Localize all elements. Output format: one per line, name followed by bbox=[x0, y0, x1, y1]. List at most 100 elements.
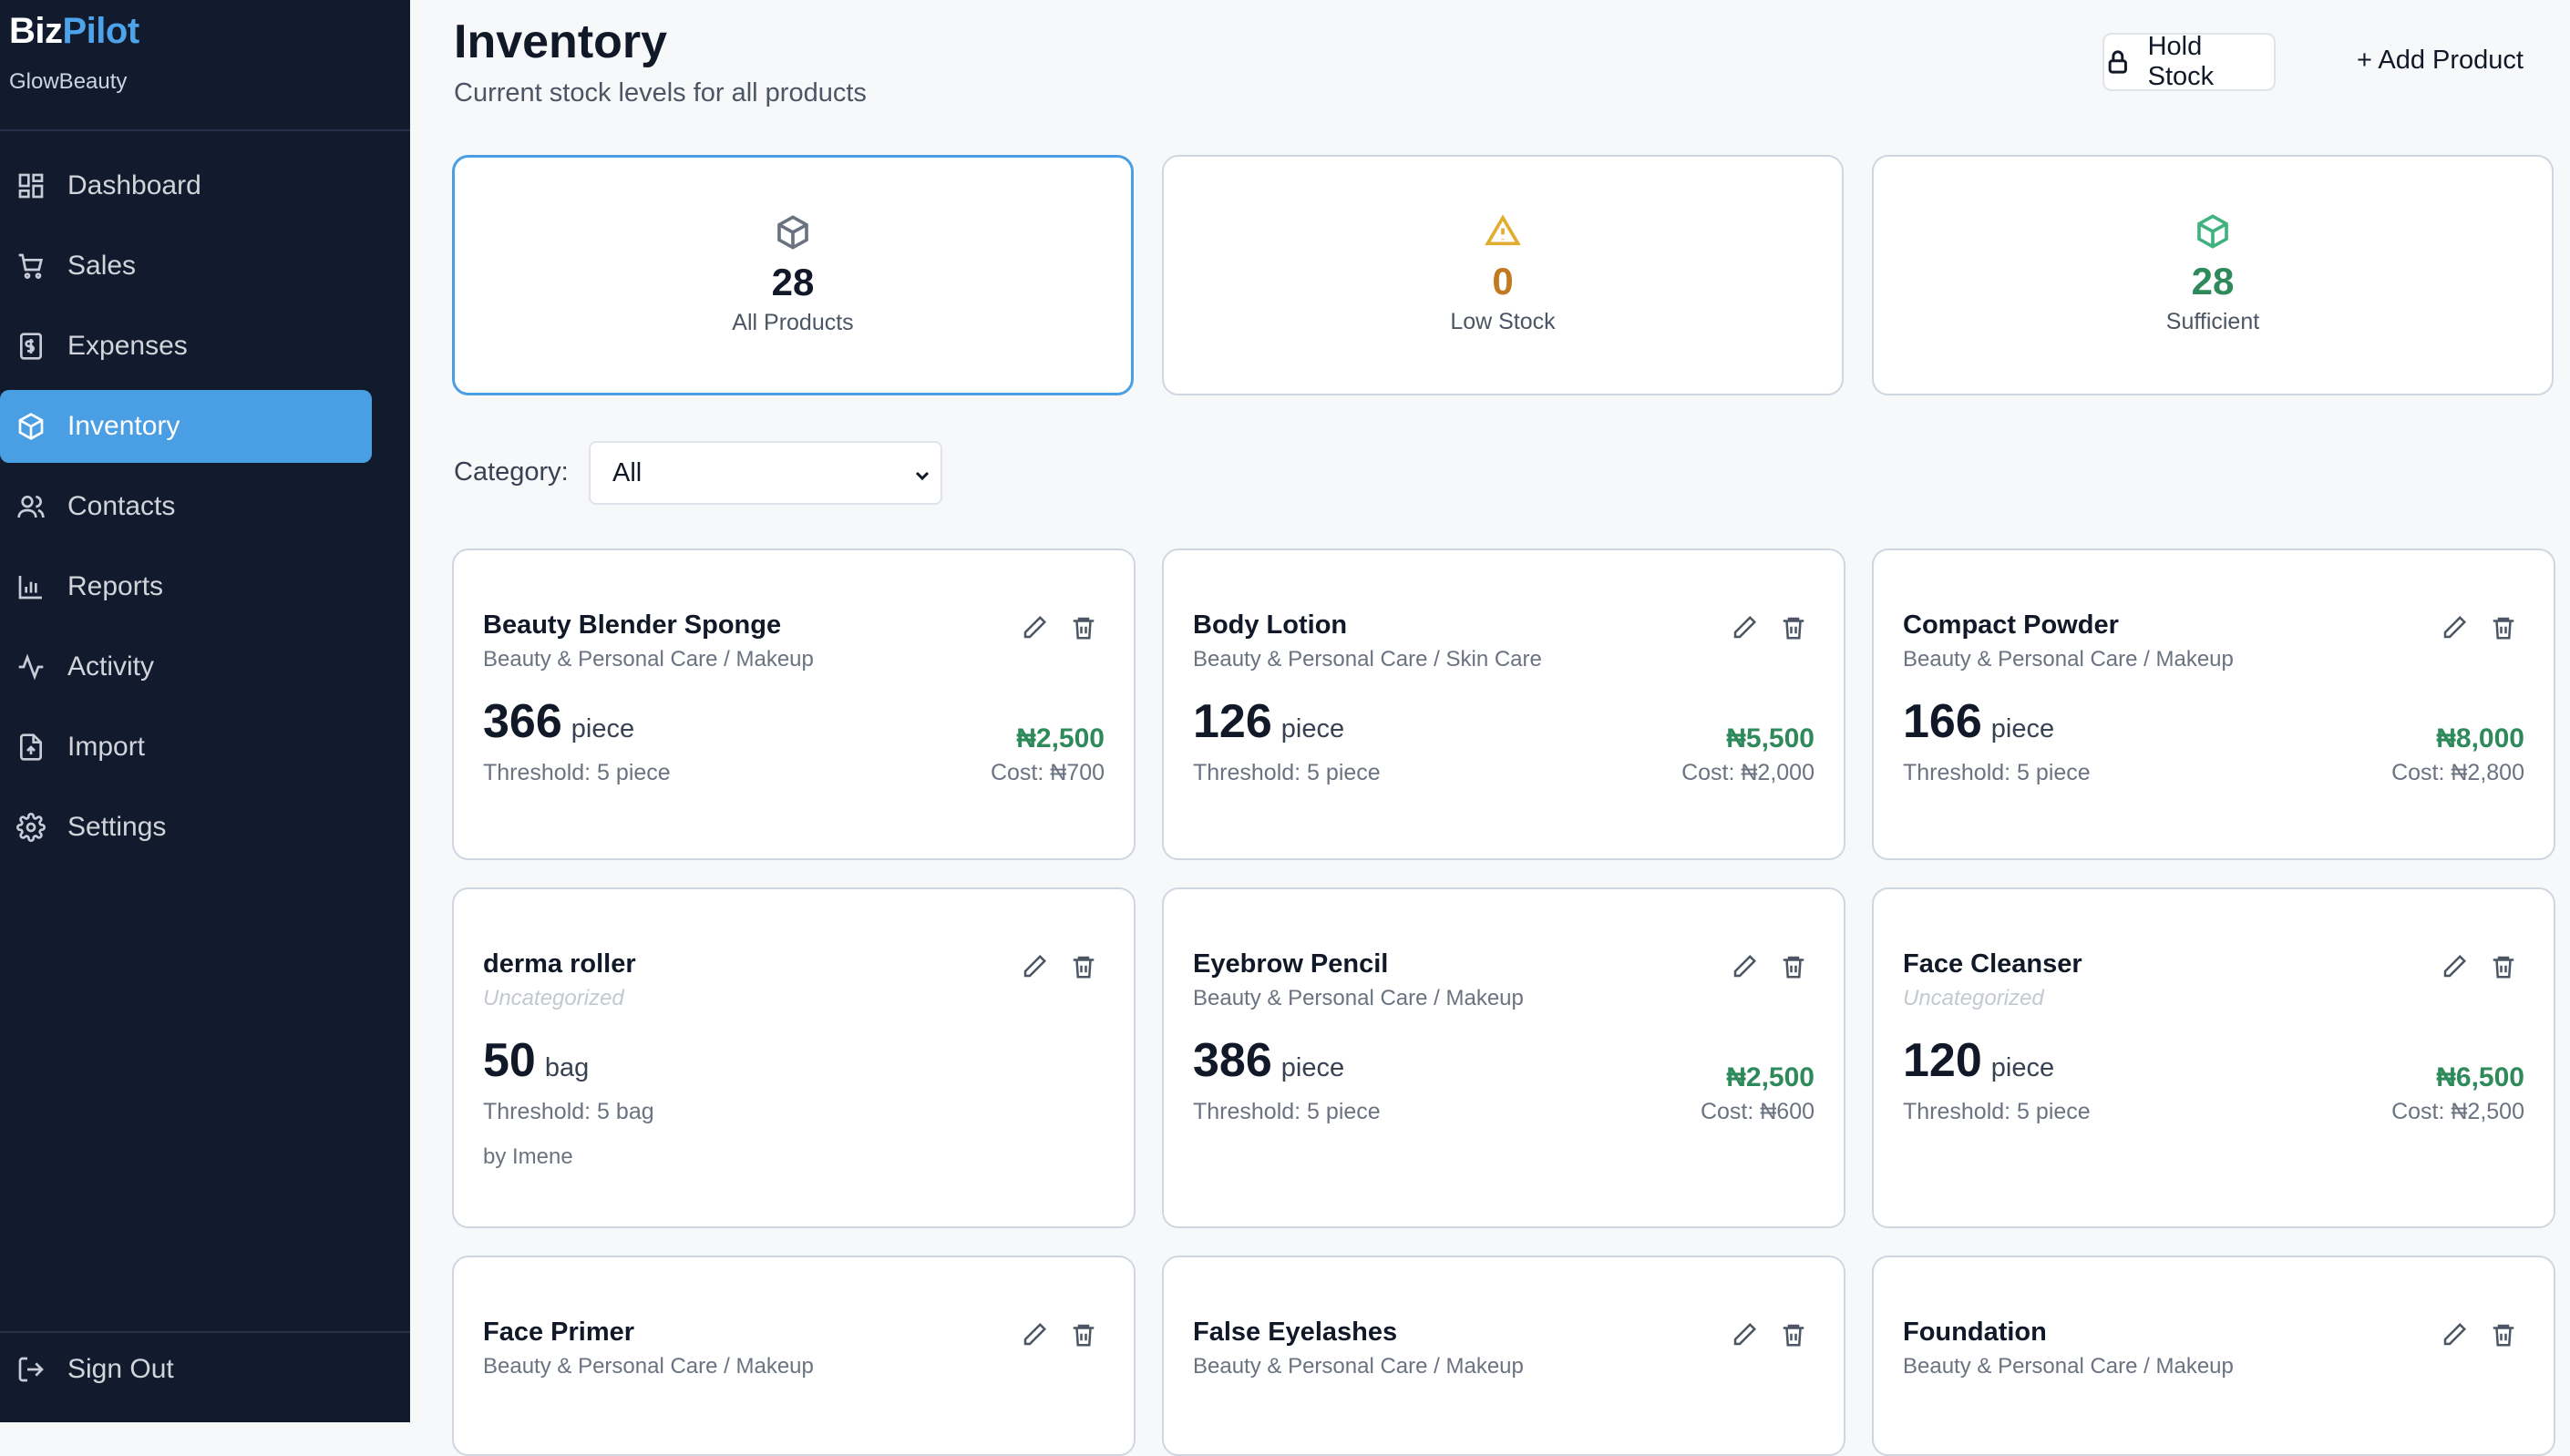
file-import-icon bbox=[20, 733, 42, 761]
edit-icon[interactable] bbox=[1731, 1321, 1758, 1348]
edit-icon[interactable] bbox=[2441, 1321, 2468, 1348]
product-threshold: Threshold: 5 piece bbox=[1193, 760, 1381, 785]
product-category: Beauty & Personal Care / Makeup bbox=[1193, 1354, 1524, 1379]
edit-icon[interactable] bbox=[1731, 614, 1758, 641]
product-name: Compact Powder bbox=[1903, 610, 2119, 640]
trash-icon[interactable] bbox=[2490, 953, 2517, 980]
product-name: Foundation bbox=[1903, 1318, 2047, 1347]
trash-icon[interactable] bbox=[1070, 614, 1097, 641]
product-category: Beauty & Personal Care / Skin Care bbox=[1193, 647, 1542, 672]
product-category: Uncategorized bbox=[483, 986, 624, 1010]
gear-icon bbox=[16, 813, 46, 842]
sidebar-item-activity[interactable]: Activity bbox=[0, 631, 372, 703]
app-logo[interactable]: BizPilot bbox=[9, 9, 139, 53]
product-cost: Cost: ₦2,000 bbox=[1681, 760, 1814, 785]
product-price: ₦5,500 bbox=[1726, 723, 1814, 754]
logo-part-2: Pilot bbox=[62, 11, 140, 51]
bar-chart-icon bbox=[18, 576, 42, 600]
product-card: Compact Powder Beauty & Personal Care / … bbox=[1872, 549, 2555, 860]
grid-icon bbox=[18, 173, 44, 199]
sidebar-item-reports[interactable]: Reports bbox=[0, 550, 372, 623]
chevron-down-icon bbox=[915, 471, 930, 481]
sidebar-item-import[interactable]: Import bbox=[0, 711, 372, 784]
sidebar-item-label: Contacts bbox=[67, 491, 176, 521]
product-category: Beauty & Personal Care / Makeup bbox=[483, 1354, 814, 1379]
product-card: derma roller Uncategorized 50 bag Thresho… bbox=[452, 887, 1136, 1228]
sidebar-item-dashboard[interactable]: Dashboard bbox=[0, 149, 372, 222]
product-cost: Cost: ₦600 bbox=[1700, 1099, 1814, 1124]
product-name: Face Primer bbox=[483, 1318, 635, 1347]
sidebar-item-label: Inventory bbox=[67, 411, 180, 441]
product-name: Eyebrow Pencil bbox=[1193, 949, 1389, 979]
product-name: False Eyelashes bbox=[1193, 1318, 1398, 1347]
trash-icon[interactable] bbox=[1780, 953, 1807, 980]
product-price: ₦2,500 bbox=[1726, 1062, 1814, 1092]
sidebar-item-label: Sales bbox=[67, 251, 137, 281]
sidebar-item-inventory[interactable]: Inventory bbox=[0, 390, 372, 463]
edit-icon[interactable] bbox=[1021, 953, 1048, 980]
edit-icon[interactable] bbox=[1021, 614, 1048, 641]
category-select[interactable]: All bbox=[589, 441, 942, 505]
organization-name: GlowBeauty bbox=[9, 69, 128, 94]
product-quantity: 120 bbox=[1903, 1034, 1982, 1087]
product-cost: Cost: ₦700 bbox=[990, 760, 1105, 785]
product-card: Beauty Blender Sponge Beauty & Personal … bbox=[452, 549, 1136, 860]
sidebar-item-sales[interactable]: Sales bbox=[0, 230, 372, 302]
hold-stock-button[interactable]: Hold Stock bbox=[2102, 32, 2276, 91]
sidebar-item-expenses[interactable]: Expenses bbox=[0, 310, 372, 383]
sidebar-item-label: Dashboard bbox=[67, 170, 201, 200]
sidebar-bottom-divider bbox=[0, 1331, 410, 1333]
trash-icon[interactable] bbox=[2490, 1321, 2517, 1348]
product-card: Body Lotion Beauty & Personal Care / Ski… bbox=[1162, 549, 1845, 860]
sidebar-item-settings[interactable]: Settings bbox=[0, 791, 372, 864]
stat-label: Sufficient bbox=[2165, 309, 2260, 334]
lock-icon bbox=[2108, 50, 2127, 74]
users-icon bbox=[17, 496, 45, 518]
sidebar-item-contacts[interactable]: Contacts bbox=[0, 470, 372, 543]
stat-card-low-stock[interactable]: 0 Low Stock bbox=[1162, 155, 1844, 395]
sidebar-item-label: Reports bbox=[67, 571, 164, 601]
logout-icon bbox=[18, 1357, 44, 1382]
brand: BizPilot GlowBeauty bbox=[9, 9, 139, 95]
cart-icon bbox=[18, 253, 44, 279]
product-threshold: Threshold: 5 piece bbox=[1903, 760, 2091, 785]
product-price: ₦8,000 bbox=[2436, 723, 2524, 754]
trash-icon[interactable] bbox=[1780, 1321, 1807, 1348]
logo-part-1: Biz bbox=[9, 11, 63, 51]
trash-icon[interactable] bbox=[1070, 1321, 1097, 1348]
product-unit: piece bbox=[1280, 1053, 1345, 1082]
box-icon bbox=[777, 215, 808, 250]
stat-label: All Products bbox=[732, 310, 854, 335]
edit-icon[interactable] bbox=[1021, 1321, 1048, 1348]
sidebar-item-label: Settings bbox=[67, 812, 167, 842]
sidebar-item-label: Expenses bbox=[67, 331, 188, 361]
trash-icon[interactable] bbox=[1070, 953, 1097, 980]
trash-icon[interactable] bbox=[1780, 614, 1807, 641]
product-quantity: 366 bbox=[483, 695, 562, 748]
product-unit: piece bbox=[571, 714, 635, 743]
product-threshold: Threshold: 5 piece bbox=[1903, 1099, 2091, 1124]
receipt-icon bbox=[20, 333, 42, 360]
product-category: Beauty & Personal Care / Makeup bbox=[1903, 1354, 2234, 1379]
product-threshold: Threshold: 5 piece bbox=[1193, 1099, 1381, 1124]
trash-icon[interactable] bbox=[2490, 614, 2517, 641]
product-threshold: Threshold: 5 bag bbox=[483, 1099, 654, 1124]
add-product-button[interactable]: + Add Product bbox=[2357, 46, 2524, 75]
product-category: Beauty & Personal Care / Makeup bbox=[1193, 986, 1524, 1010]
product-added-by: by Imene bbox=[483, 1144, 573, 1169]
product-category: Uncategorized bbox=[1903, 986, 2044, 1010]
main-content: Inventory Current stock levels for all p… bbox=[410, 0, 2570, 1456]
product-cost: Cost: ₦2,800 bbox=[2391, 760, 2524, 785]
product-name: derma roller bbox=[483, 949, 636, 979]
sign-out-button[interactable]: Sign Out bbox=[16, 1354, 174, 1385]
product-unit: piece bbox=[1990, 714, 2055, 743]
activity-icon bbox=[18, 653, 44, 681]
stat-card-all-products[interactable]: 28 All Products bbox=[452, 155, 1134, 395]
product-unit: piece bbox=[1280, 714, 1345, 743]
stat-card-sufficient[interactable]: 28 Sufficient bbox=[1872, 155, 2554, 395]
product-quantity: 166 bbox=[1903, 695, 1982, 748]
edit-icon[interactable] bbox=[2441, 953, 2468, 980]
edit-icon[interactable] bbox=[1731, 953, 1758, 980]
product-card: False Eyelashes Beauty & Personal Care /… bbox=[1162, 1256, 1845, 1456]
edit-icon[interactable] bbox=[2441, 614, 2468, 641]
